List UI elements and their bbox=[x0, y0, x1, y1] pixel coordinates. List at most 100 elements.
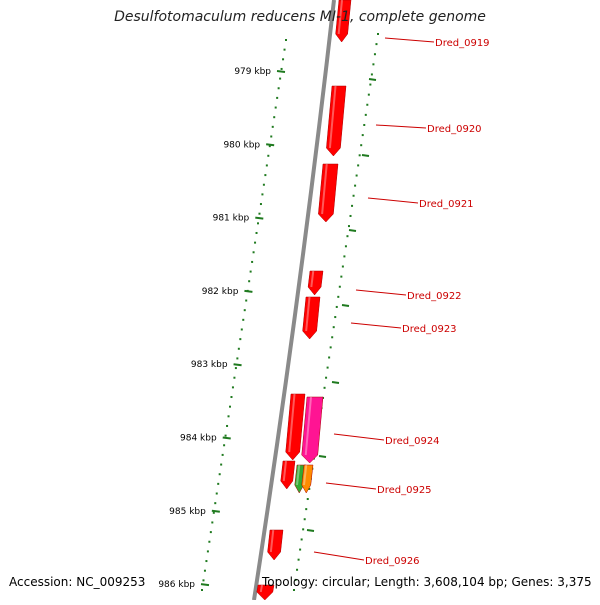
tick-dot-outer bbox=[360, 144, 363, 147]
tick-dot-outer bbox=[323, 386, 326, 389]
tick-dot-outer bbox=[337, 295, 340, 298]
gene-arrow bbox=[302, 296, 321, 340]
gene-leader-line bbox=[333, 433, 385, 441]
tick-dot-inner bbox=[268, 145, 271, 148]
gene-arrow bbox=[326, 85, 347, 157]
tick-dot-outer bbox=[366, 103, 369, 106]
tick-dot-outer bbox=[308, 487, 311, 490]
tick-dot-inner bbox=[234, 367, 237, 370]
gene-shine bbox=[305, 296, 311, 332]
tick-dot-outer bbox=[334, 316, 337, 319]
gene-label: Dred_0919 bbox=[435, 38, 490, 49]
tick-dot-inner bbox=[218, 473, 221, 476]
kbp-tick bbox=[276, 70, 286, 73]
gene-label: Dred_0922 bbox=[407, 291, 462, 302]
kbp-tick-label: 982 kbp bbox=[202, 287, 239, 297]
gene-leader-line bbox=[355, 289, 407, 296]
tick-dot-inner bbox=[221, 453, 224, 456]
tick-dot-outer bbox=[343, 255, 346, 258]
tick-dot-inner bbox=[267, 154, 270, 157]
gene-shine bbox=[303, 464, 308, 486]
tick-dot-outer bbox=[357, 164, 360, 167]
tick-dot-inner bbox=[274, 106, 277, 109]
tick-dot-outer bbox=[340, 275, 343, 278]
tick-dot-outer bbox=[364, 113, 367, 116]
gene-shine bbox=[328, 85, 337, 149]
tick-dot-outer bbox=[354, 184, 357, 187]
gene-label: Dred_0924 bbox=[385, 436, 440, 447]
map-title: Desulfotomaculum reducens MI-1, complete… bbox=[114, 9, 486, 25]
tick-dot-inner bbox=[211, 521, 214, 524]
tick-dot-outer bbox=[335, 305, 338, 308]
tick-dot-inner bbox=[245, 299, 248, 302]
kbp-tick bbox=[255, 216, 264, 220]
tick-dot-outer bbox=[347, 225, 350, 228]
gene-leader-line bbox=[384, 37, 435, 43]
tick-dot-inner bbox=[223, 444, 226, 447]
tick-dot-outer bbox=[372, 63, 375, 66]
tick-dot-inner bbox=[243, 309, 246, 312]
gene-shine bbox=[259, 584, 263, 593]
tick-dot-inner bbox=[202, 579, 205, 582]
tick-dot-inner bbox=[280, 67, 283, 70]
kbp-tick bbox=[233, 363, 242, 367]
tick-dot-inner bbox=[259, 203, 262, 206]
tick-dot-inner bbox=[208, 540, 211, 543]
tick-dot-outer bbox=[302, 528, 305, 531]
outer-tick bbox=[348, 229, 357, 232]
tick-dot-inner bbox=[212, 511, 215, 514]
tick-dot-outer bbox=[296, 568, 299, 571]
tick-dot-outer bbox=[300, 538, 303, 541]
tick-dot-outer bbox=[375, 43, 378, 46]
outer-tick bbox=[341, 304, 350, 307]
accession-label: Accession: NC_009253 bbox=[9, 575, 146, 589]
tick-dot-inner bbox=[201, 589, 203, 591]
tick-dot-inner bbox=[248, 280, 251, 283]
tick-dot-inner bbox=[271, 125, 274, 128]
tick-dot-inner bbox=[226, 424, 229, 427]
kbp-tick-label: 980 kbp bbox=[223, 140, 260, 150]
gene-shine bbox=[296, 464, 301, 486]
kbp-tick bbox=[222, 436, 231, 440]
gene-leader-line bbox=[313, 551, 365, 561]
tick-dot-outer bbox=[346, 235, 349, 238]
tick-dot-inner bbox=[229, 405, 231, 408]
tick-dot-outer bbox=[294, 578, 297, 581]
tick-dot-outer bbox=[351, 204, 354, 207]
gene-label: Dred_0923 bbox=[402, 324, 457, 335]
tick-dot-inner bbox=[276, 96, 279, 99]
tick-dot-inner bbox=[237, 347, 240, 350]
tick-dot-outer bbox=[370, 73, 373, 76]
outer-tick bbox=[318, 455, 327, 458]
gene-shine bbox=[282, 460, 287, 482]
gene-arrow bbox=[335, 0, 352, 43]
tick-dot-outer bbox=[329, 346, 332, 349]
tick-dot-inner bbox=[209, 531, 212, 534]
gene-leader-line bbox=[367, 197, 419, 204]
tick-dot-outer bbox=[305, 508, 308, 511]
tick-dot-outer bbox=[349, 214, 352, 217]
gene-leader-line bbox=[375, 124, 427, 129]
tick-dot-inner bbox=[240, 328, 243, 331]
tick-dot-outer bbox=[303, 518, 306, 521]
tick-dot-inner bbox=[285, 39, 287, 41]
gene-arrow bbox=[280, 460, 296, 490]
tick-dot-outer bbox=[344, 245, 347, 248]
tick-dot-outer bbox=[355, 174, 358, 177]
tick-dot-inner bbox=[255, 231, 258, 234]
kbp-tick bbox=[266, 143, 275, 147]
tick-dot-inner bbox=[249, 270, 252, 273]
gene-label: Dred_0926 bbox=[365, 556, 420, 567]
gene-shine bbox=[321, 163, 328, 215]
tick-dot-outer bbox=[297, 558, 300, 561]
tick-dot-outer bbox=[331, 336, 334, 339]
gene-arrow bbox=[285, 393, 306, 461]
tick-dot-inner bbox=[251, 260, 254, 263]
gene-arrow-orange bbox=[301, 464, 314, 494]
kbp-tick-label: 984 kbp bbox=[180, 434, 217, 444]
tick-dot-inner bbox=[215, 492, 218, 495]
gene-label: Dred_0920 bbox=[427, 124, 482, 135]
tick-dot-outer bbox=[332, 326, 335, 329]
tick-dot-inner bbox=[265, 164, 268, 167]
